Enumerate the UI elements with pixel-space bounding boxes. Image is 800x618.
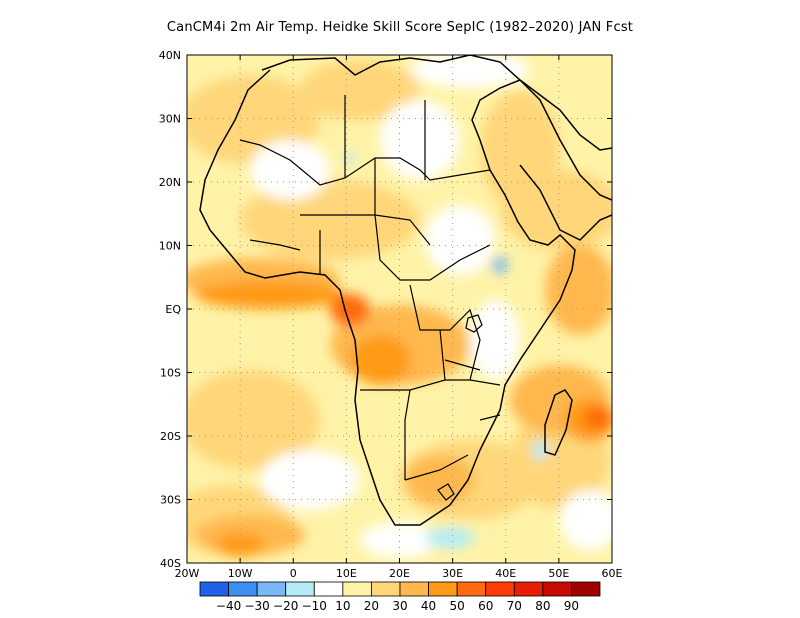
graticule — [187, 55, 612, 563]
field-patch — [492, 257, 508, 273]
colorbar-swatch — [456, 581, 487, 597]
field-patch — [410, 55, 530, 88]
lake-victoria — [465, 314, 483, 333]
field-patch — [405, 455, 475, 505]
field-patch — [425, 528, 475, 548]
field-patch — [500, 170, 612, 250]
map-title: CanCM4i 2m Air Temp. Heidke Skill Score … — [166, 20, 634, 35]
lat-label: 30N — [159, 113, 181, 126]
axis-ticks — [186, 54, 613, 564]
lat-label: 10N — [159, 240, 181, 253]
colorbar-label: −40 — [216, 599, 241, 613]
colorbar-swatch — [313, 581, 344, 597]
colorbar-label: −30 — [244, 599, 269, 613]
lat-label: 40S — [160, 557, 181, 570]
field-patch — [470, 300, 520, 380]
longitude-labels: 20W 10W 0 10E 20E 30E 40E 50E 60E — [175, 567, 623, 580]
lon-label: 30E — [442, 567, 463, 580]
colorbar-swatch — [428, 581, 458, 597]
coastline — [199, 55, 612, 526]
lon-label: 40E — [495, 567, 516, 580]
field-patch — [344, 153, 356, 163]
lon-label: 10W — [228, 567, 253, 580]
lat-label: 20S — [160, 430, 181, 443]
colorbar-label: 20 — [364, 599, 379, 613]
field-patch — [360, 522, 440, 558]
field-patch — [380, 100, 460, 180]
skill-score-field — [187, 55, 612, 563]
field-patch — [425, 205, 495, 275]
colorbar — [199, 581, 601, 597]
colorbar-swatch — [513, 581, 544, 597]
field-patch — [250, 140, 330, 200]
colorbar-label: 80 — [535, 599, 550, 613]
field-patch — [215, 533, 265, 557]
colorbar-swatch — [571, 581, 601, 597]
colorbar-label: 70 — [507, 599, 522, 613]
arabia-outline — [519, 79, 612, 241]
colorbar-swatch — [371, 581, 401, 597]
field-patch — [350, 335, 410, 385]
colorbar-swatch — [399, 581, 429, 597]
field-patch — [584, 406, 612, 430]
colorbar-label: 10 — [335, 599, 350, 613]
lat-label: 20N — [159, 176, 181, 189]
colorbar-label: 40 — [421, 599, 436, 613]
colorbar-swatch — [256, 581, 287, 597]
field-patch — [300, 60, 420, 120]
colorbar-swatch — [342, 581, 372, 597]
field-patch — [560, 490, 612, 550]
colorbar-swatch — [542, 581, 572, 597]
lon-label: 60E — [602, 567, 623, 580]
lat-label: 30S — [160, 494, 181, 507]
field-patch — [260, 450, 360, 510]
lon-label: 10E — [336, 567, 357, 580]
colorbar-swatch — [485, 581, 515, 597]
field-patch — [195, 281, 345, 309]
colorbar-label: −20 — [273, 599, 298, 613]
latitude-labels: 40N 30N 20N 10N EQ 10S 20S 30S 40S — [159, 49, 182, 570]
lesotho-border — [437, 483, 455, 501]
africa-outline — [199, 55, 612, 526]
lon-label: 50E — [548, 567, 569, 580]
field-patch — [330, 294, 370, 326]
colorbar-label: 90 — [564, 599, 579, 613]
lat-label: 40N — [159, 49, 181, 62]
colorbar-swatch — [228, 581, 258, 597]
lat-label: EQ — [165, 303, 181, 316]
lon-label: 0 — [290, 567, 297, 580]
madagascar-outline — [544, 389, 573, 456]
colorbar-swatch — [285, 581, 315, 597]
colorbar-swatch — [199, 581, 229, 597]
country-borders — [239, 95, 501, 481]
lat-label: 10S — [160, 367, 181, 380]
field-patch — [545, 245, 612, 335]
field-patch — [187, 370, 320, 470]
colorbar-label: 30 — [392, 599, 407, 613]
lon-label: 20W — [175, 567, 200, 580]
field-patch — [532, 440, 548, 460]
colorbar-label: −10 — [302, 599, 327, 613]
colorbar-labels: −40 −30 −20 −10 10 20 30 40 50 60 70 80 90 — [216, 599, 579, 613]
colorbar-label: 50 — [450, 599, 465, 613]
colorbar-label: 60 — [478, 599, 493, 613]
lon-label: 20E — [389, 567, 410, 580]
